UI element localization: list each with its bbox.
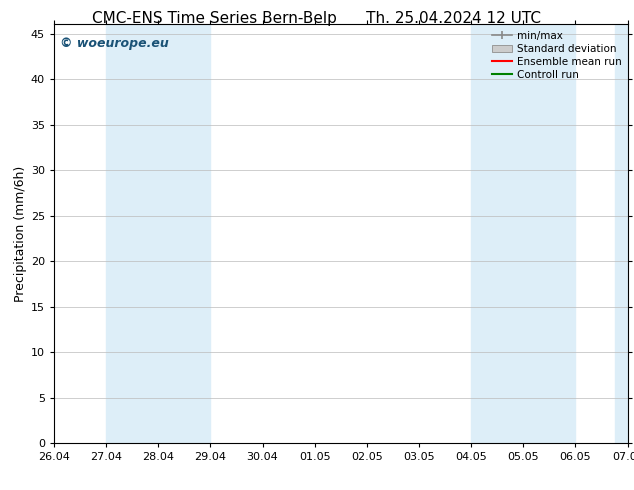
Bar (106, 24, 210, 443)
Y-axis label: Precipitation (mm/6h): Precipitation (mm/6h) (13, 166, 27, 302)
Legend: min/max, Standard deviation, Ensemble mean run, Controll run: min/max, Standard deviation, Ensemble me… (489, 27, 624, 83)
Text: CMC-ENS Time Series Bern-Belp      Th. 25.04.2024 12 UTC: CMC-ENS Time Series Bern-Belp Th. 25.04.… (93, 11, 541, 26)
Text: © woeurope.eu: © woeurope.eu (60, 37, 169, 50)
Bar (614, 24, 628, 443)
Bar (471, 24, 576, 443)
